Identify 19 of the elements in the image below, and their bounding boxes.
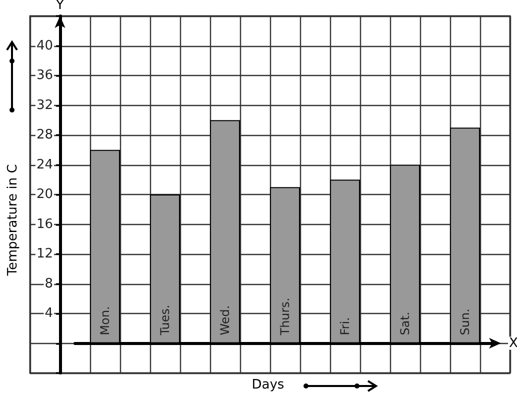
y-tick-label: 8 bbox=[44, 276, 53, 292]
y-tick-label: 36 bbox=[36, 68, 53, 83]
y-tick-label: 16 bbox=[36, 216, 53, 232]
y-tick-label: 12 bbox=[36, 246, 53, 262]
y-tick-label: 28 bbox=[36, 128, 53, 142]
x-axis-title: Days bbox=[252, 378, 284, 392]
x-tick-label: Mon. bbox=[98, 306, 112, 336]
y-tick-label: 24 bbox=[36, 157, 53, 172]
x-tick-label: Wed. bbox=[218, 305, 232, 336]
y-tick-label: 20 bbox=[36, 187, 53, 202]
y-tick-label: 4 bbox=[44, 306, 53, 321]
x-tick-label: Fri. bbox=[338, 317, 352, 336]
x-tick-label: Sun. bbox=[458, 308, 472, 336]
x-tick-label: Tues. bbox=[158, 304, 172, 336]
y-tick-label: 40 bbox=[36, 38, 53, 54]
y-axis-title: Temperature in C bbox=[6, 164, 20, 277]
x-tick-label: Thurs. bbox=[278, 298, 292, 336]
x-tick-label: Sat. bbox=[398, 312, 412, 336]
y-tick-label: 32 bbox=[36, 98, 53, 113]
